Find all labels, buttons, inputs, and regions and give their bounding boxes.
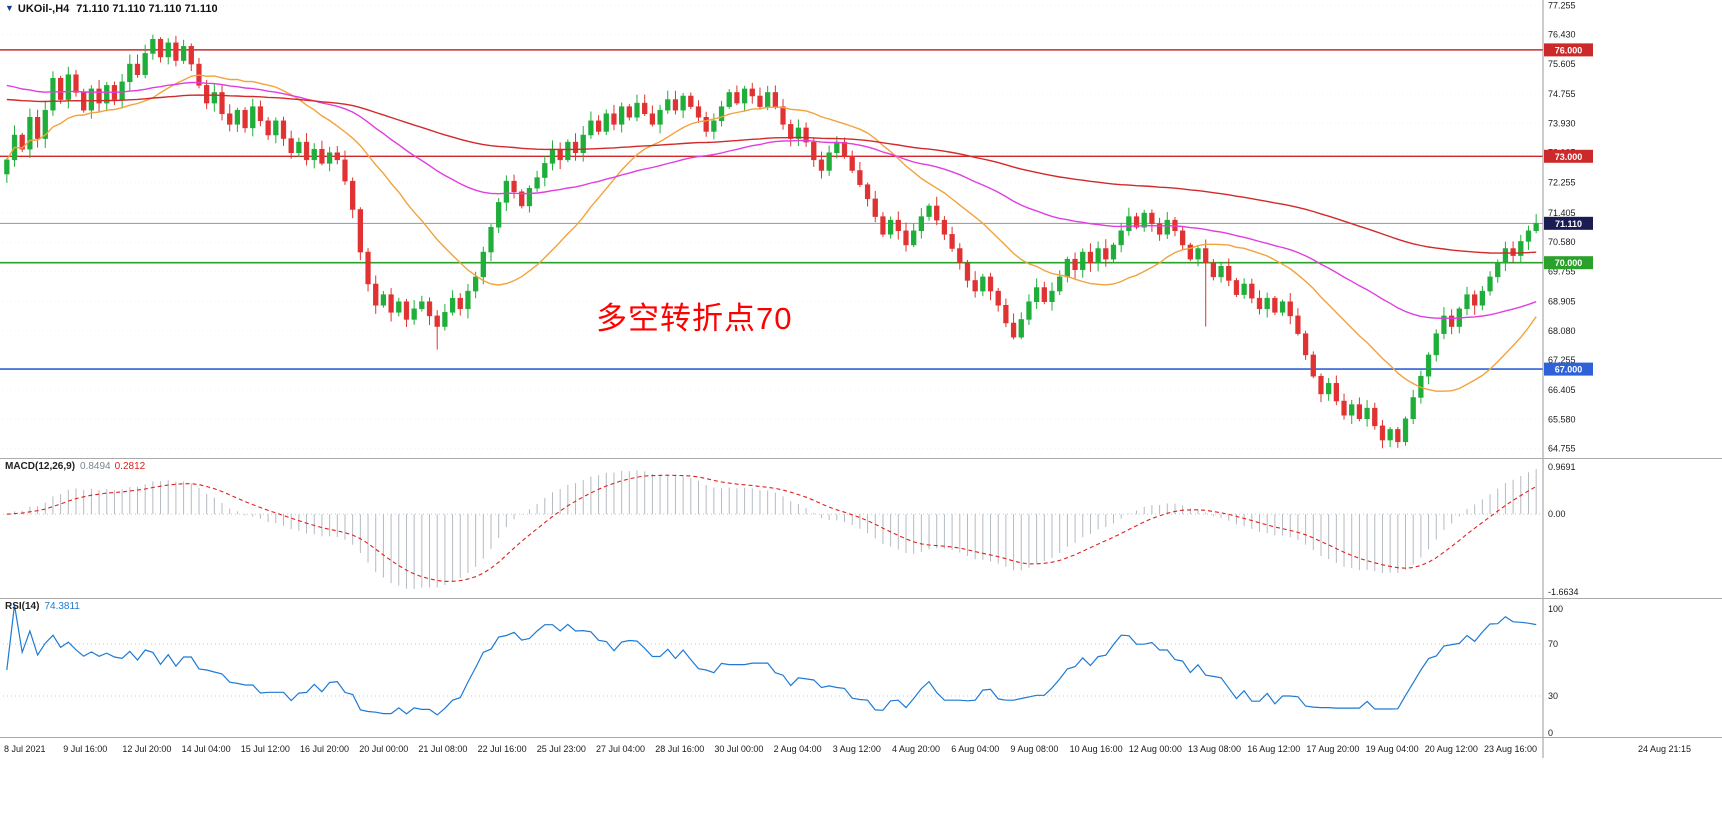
rsi-indicator-header: RSI(14) 74.3811 xyxy=(5,601,80,612)
svg-text:76.430: 76.430 xyxy=(1548,30,1576,40)
macd-label: MACD(12,26,9) xyxy=(5,461,76,472)
trend-annotation[interactable]: 多空转折点70 xyxy=(596,301,793,336)
price-label-67.000 xyxy=(1544,362,1593,376)
svg-text:67.255: 67.255 xyxy=(1548,355,1576,365)
svg-text:28 Jul 16:00: 28 Jul 16:00 xyxy=(655,744,704,754)
svg-text:68.905: 68.905 xyxy=(1548,297,1576,307)
svg-text:14 Jul 04:00: 14 Jul 04:00 xyxy=(182,744,231,754)
svg-text:12 Jul 20:00: 12 Jul 20:00 xyxy=(122,744,171,754)
svg-text:70.000: 70.000 xyxy=(1555,258,1583,268)
svg-text:69.755: 69.755 xyxy=(1548,266,1576,276)
svg-text:16 Jul 20:00: 16 Jul 20:00 xyxy=(300,744,349,754)
svg-text:16 Aug 12:00: 16 Aug 12:00 xyxy=(1247,744,1300,754)
svg-text:77.255: 77.255 xyxy=(1548,0,1576,10)
svg-text:73.930: 73.930 xyxy=(1548,118,1576,128)
svg-text:66.405: 66.405 xyxy=(1548,385,1576,395)
price-label-70.000 xyxy=(1544,256,1593,270)
svg-text:9 Aug 08:00: 9 Aug 08:00 xyxy=(1010,744,1058,754)
svg-text:30: 30 xyxy=(1548,691,1558,701)
macd-main-value: 0.8494 xyxy=(80,461,111,472)
ohlc-values: 71.110 71.110 71.110 71.110 xyxy=(76,3,218,15)
svg-text:23 Aug 16:00: 23 Aug 16:00 xyxy=(1484,744,1537,754)
ma-fast-line xyxy=(6,74,1537,392)
svg-text:75.605: 75.605 xyxy=(1548,59,1576,69)
svg-text:22 Jul 16:00: 22 Jul 16:00 xyxy=(478,744,527,754)
macd-signal-value: 0.2812 xyxy=(114,461,146,472)
candles-layer xyxy=(4,34,1539,449)
svg-text:8 Jul 2021: 8 Jul 2021 xyxy=(4,744,46,754)
svg-text:9 Jul 16:00: 9 Jul 16:00 xyxy=(63,744,107,754)
svg-text:65.580: 65.580 xyxy=(1548,414,1576,424)
rsi-value: 74.3811 xyxy=(44,601,80,612)
ma-layer xyxy=(6,74,1537,392)
chart-collapse-icon[interactable]: ▼ xyxy=(5,3,14,13)
grid-layer xyxy=(3,4,1543,450)
svg-text:10 Aug 16:00: 10 Aug 16:00 xyxy=(1070,744,1123,754)
svg-text:20 Aug 12:00: 20 Aug 12:00 xyxy=(1425,744,1478,754)
price-label-73.000 xyxy=(1544,149,1593,163)
time-axis: 8 Jul 2021 9 Jul 16:00 12 Jul 20:00 14 Jul … xyxy=(4,744,1691,754)
svg-text:-1.6634: -1.6634 xyxy=(1548,587,1579,597)
svg-text:27 Jul 04:00: 27 Jul 04:00 xyxy=(596,744,645,754)
svg-text:4 Aug 20:00: 4 Aug 20:00 xyxy=(892,744,940,754)
symbol-timeframe-label: UKOil-,H4 xyxy=(17,3,70,15)
svg-text:100: 100 xyxy=(1548,604,1563,614)
ma-slow-line xyxy=(6,94,1537,254)
price-scale: 77.25576.43075.60574.75573.93073.10572.2… xyxy=(1542,0,1593,758)
svg-text:0.00: 0.00 xyxy=(1548,509,1566,519)
svg-text:64.755: 64.755 xyxy=(1548,444,1576,454)
svg-text:72.255: 72.255 xyxy=(1548,178,1576,188)
macd-signal-line xyxy=(6,474,1537,582)
svg-text:30 Jul 00:00: 30 Jul 00:00 xyxy=(714,744,763,754)
svg-text:68.080: 68.080 xyxy=(1548,326,1576,336)
svg-text:71.110: 71.110 xyxy=(1555,219,1582,229)
macd-indicator-header: MACD(12,26,9) 0.8494 0.2812 xyxy=(5,461,145,472)
svg-text:12 Aug 00:00: 12 Aug 00:00 xyxy=(1129,744,1182,754)
svg-text:13 Aug 08:00: 13 Aug 08:00 xyxy=(1188,744,1241,754)
rsi-label: RSI(14) xyxy=(5,601,40,612)
svg-text:20 Jul 00:00: 20 Jul 00:00 xyxy=(359,744,408,754)
svg-text:67.000: 67.000 xyxy=(1555,365,1583,375)
svg-text:70: 70 xyxy=(1548,639,1558,649)
chart-title-bar: ▼ UKOil-,H4 71.110 71.110 71.110 71.110 xyxy=(5,3,218,15)
svg-text:19 Aug 04:00: 19 Aug 04:00 xyxy=(1366,744,1419,754)
ma-mid-line xyxy=(6,81,1537,320)
svg-text:25 Jul 23:00: 25 Jul 23:00 xyxy=(537,744,586,754)
svg-text:2 Aug 04:00: 2 Aug 04:00 xyxy=(774,744,822,754)
svg-text:21 Jul 08:00: 21 Jul 08:00 xyxy=(418,744,467,754)
rsi-line xyxy=(6,604,1537,716)
svg-text:6 Aug 04:00: 6 Aug 04:00 xyxy=(951,744,999,754)
price-label-71.110 xyxy=(1544,216,1593,230)
macd-pane: 0.9691 0.00 -1.6634 xyxy=(3,462,1579,597)
svg-text:76.000: 76.000 xyxy=(1555,45,1583,55)
svg-text:15 Jul 12:00: 15 Jul 12:00 xyxy=(241,744,290,754)
pane-separators xyxy=(0,458,1722,738)
rsi-pane: 100 70 30 0 xyxy=(3,604,1563,738)
svg-text:24 Aug 21:15: 24 Aug 21:15 xyxy=(1638,744,1691,754)
svg-text:70.580: 70.580 xyxy=(1548,237,1576,247)
levels-layer xyxy=(0,49,1543,370)
svg-text:73.000: 73.000 xyxy=(1555,152,1583,162)
svg-text:0.9691: 0.9691 xyxy=(1548,462,1576,472)
svg-text:17 Aug 20:00: 17 Aug 20:00 xyxy=(1306,744,1359,754)
price-label-76.000 xyxy=(1544,43,1593,57)
svg-text:71.405: 71.405 xyxy=(1548,208,1576,218)
svg-text:74.755: 74.755 xyxy=(1548,89,1576,99)
svg-text:0: 0 xyxy=(1548,728,1553,738)
svg-text:3 Aug 12:00: 3 Aug 12:00 xyxy=(833,744,881,754)
